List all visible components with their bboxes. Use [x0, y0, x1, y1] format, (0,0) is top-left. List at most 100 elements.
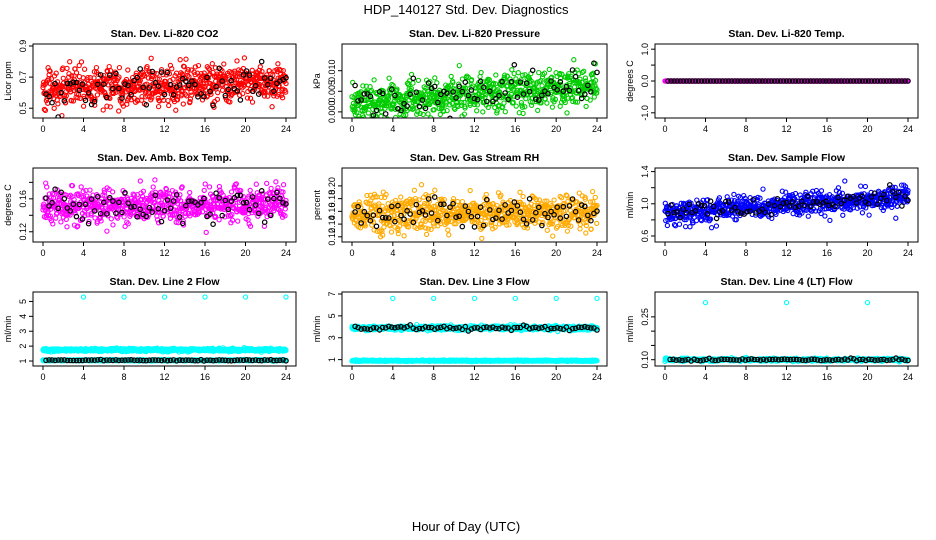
data-point — [268, 81, 274, 88]
data-point-reference — [701, 78, 708, 84]
data-point-reference — [382, 111, 389, 117]
data-point-reference — [496, 92, 502, 99]
data-point — [109, 189, 116, 195]
data-point-reference — [201, 195, 207, 202]
y-tick-label: 1 — [18, 359, 28, 364]
data-point-reference — [149, 68, 156, 75]
data-point — [514, 220, 521, 227]
data-point-reference — [713, 215, 720, 222]
data-point — [366, 119, 370, 123]
x-tick-label: 8 — [743, 124, 748, 134]
data-point-reference — [548, 78, 554, 84]
data-point-reference — [85, 220, 92, 227]
data-point — [280, 182, 287, 188]
data-point-reference — [82, 97, 89, 104]
data-point — [63, 216, 69, 223]
x-tick-label: 0 — [662, 124, 667, 134]
data-point — [64, 224, 70, 230]
data-point — [535, 107, 541, 114]
data-point — [104, 103, 110, 109]
data-point-reference — [817, 78, 823, 84]
data-point-reference — [401, 216, 407, 223]
data-point-reference — [795, 203, 802, 210]
data-point — [522, 104, 528, 110]
data-point-reference — [671, 209, 677, 216]
data-point-reference — [189, 198, 195, 204]
y-tick-label: 0.5 — [18, 102, 28, 115]
data-point — [229, 69, 235, 76]
data-point — [356, 116, 362, 118]
data-point — [229, 211, 235, 218]
x-tick-label: 8 — [431, 248, 436, 258]
data-point-reference — [219, 212, 226, 219]
data-point — [501, 100, 507, 106]
data-point — [139, 97, 145, 103]
data-point — [414, 225, 420, 232]
data-point-reference — [234, 88, 241, 94]
data-point — [559, 71, 565, 77]
data-point-reference — [73, 79, 80, 86]
data-point-reference — [183, 78, 189, 85]
data-point — [452, 106, 458, 112]
data-point — [69, 73, 75, 79]
data-point-reference — [765, 78, 772, 84]
x-tick-label: 24 — [281, 248, 291, 258]
data-point-reference — [680, 206, 687, 213]
data-point — [431, 107, 437, 113]
data-point — [411, 105, 417, 111]
data-point-reference — [750, 197, 756, 203]
data-point-reference — [823, 198, 829, 205]
data-point — [195, 62, 202, 69]
data-point-reference — [756, 78, 763, 84]
x-tick-label: 4 — [703, 248, 708, 258]
data-point-reference — [719, 78, 726, 84]
data-point-reference — [483, 98, 490, 105]
data-point — [392, 114, 399, 118]
data-point — [202, 181, 208, 187]
data-point-reference — [222, 92, 229, 99]
data-point-reference — [545, 91, 551, 97]
data-point — [544, 100, 550, 106]
y-tick-label: 0.12 — [18, 223, 28, 241]
data-point — [589, 188, 596, 195]
data-point-reference — [514, 203, 521, 209]
data-point-reference — [680, 78, 687, 84]
data-point-reference — [542, 88, 548, 94]
data-point — [583, 103, 589, 110]
data-point-reference — [140, 84, 147, 91]
data-point — [360, 83, 366, 89]
data-point-reference — [677, 78, 684, 84]
data-point — [44, 184, 50, 190]
data-point-reference — [581, 203, 588, 210]
data-point-reference — [735, 78, 741, 84]
data-point-reference — [283, 201, 289, 207]
data-points — [662, 78, 911, 84]
data-point-reference — [64, 205, 71, 211]
data-point-reference — [578, 202, 585, 208]
data-point — [576, 201, 582, 207]
data-point-reference — [379, 90, 386, 97]
data-point-reference — [575, 87, 582, 94]
data-point — [175, 200, 181, 207]
data-point-reference — [677, 214, 684, 221]
data-point — [410, 80, 416, 86]
x-tick-label: 24 — [281, 124, 291, 134]
data-point — [379, 203, 385, 209]
data-point-reference — [176, 82, 183, 88]
data-point-reference — [462, 203, 469, 209]
data-point — [70, 98, 77, 104]
data-point-reference — [243, 68, 250, 74]
data-point-reference — [862, 78, 869, 84]
data-point — [400, 112, 407, 118]
data-point-reference — [119, 95, 125, 102]
data-point-reference — [213, 190, 219, 197]
x-tick-label: 8 — [121, 248, 126, 258]
data-point — [268, 185, 274, 192]
data-point-reference — [283, 75, 289, 81]
data-point-reference — [483, 196, 490, 203]
data-point — [273, 179, 279, 185]
data-point — [48, 76, 55, 82]
data-point-reference — [173, 192, 180, 198]
y-axis-label: Licor ppm — [3, 61, 13, 101]
